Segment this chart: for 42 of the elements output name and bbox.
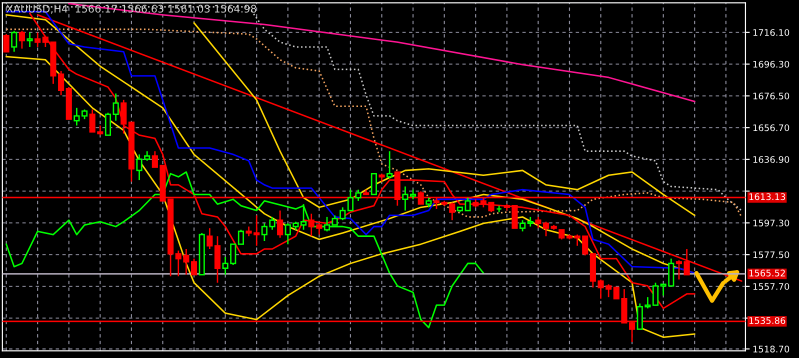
candlestick <box>26 32 33 48</box>
y-tick-label: 1518.70 <box>753 346 790 352</box>
candlestick <box>558 229 565 240</box>
candlestick <box>81 108 88 120</box>
y-tick-label: 1636.90 <box>753 156 790 163</box>
candlestick <box>206 227 213 250</box>
candlestick <box>527 216 534 228</box>
candlestick <box>464 197 471 212</box>
candlestick <box>34 32 41 48</box>
line-series <box>193 22 696 216</box>
candlestick <box>684 248 690 276</box>
y-tick-label: 1597.30 <box>753 220 790 226</box>
candlestick <box>104 112 112 136</box>
candlestick <box>120 99 127 134</box>
candlestick <box>520 219 526 232</box>
line-series <box>6 56 696 338</box>
y-tick-label: 1557.70 <box>753 283 790 290</box>
y-tick-label: 1577.50 <box>753 251 790 258</box>
candlestick <box>386 150 393 180</box>
candlestick <box>214 235 221 284</box>
candlestick <box>11 30 18 52</box>
candlestick <box>535 216 542 229</box>
candlestick <box>277 210 284 238</box>
candlestick <box>324 216 330 232</box>
y-tick-label: 1716.10 <box>753 29 790 36</box>
y-tick-label: 1656.70 <box>753 124 790 132</box>
candlestick <box>3 33 10 52</box>
candlestick <box>426 197 432 208</box>
ref-line-label: 1535.86 <box>749 317 786 324</box>
candlestick <box>238 229 244 245</box>
candlestick <box>18 30 25 50</box>
candlestick <box>74 107 80 126</box>
y-tick-label: 1676.50 <box>753 92 790 100</box>
line-series <box>68 2 696 102</box>
line-series <box>6 171 484 328</box>
candlestick <box>112 92 119 122</box>
candlestick <box>370 172 377 196</box>
ref-line-label: 1565.52 <box>749 270 785 276</box>
y-tick-label: 1696.30 <box>753 60 790 68</box>
ref-line-label: 1613.13 <box>749 193 786 200</box>
candlestick <box>652 282 659 306</box>
candlestick <box>542 221 550 237</box>
